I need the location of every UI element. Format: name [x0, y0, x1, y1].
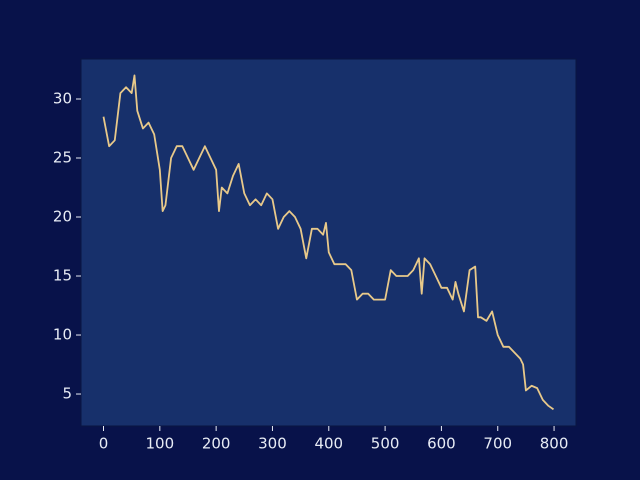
x-tick-label: 400: [314, 435, 343, 453]
y-tick-label: 30: [53, 90, 72, 108]
x-tick-label: 700: [483, 435, 512, 453]
x-tick-label: 800: [540, 435, 569, 453]
y-tick-label: 20: [53, 208, 72, 226]
y-tick-label: 15: [53, 267, 72, 285]
x-tick-label: 0: [99, 435, 109, 453]
y-tick-label: 5: [62, 385, 72, 403]
x-tick-label: 300: [258, 435, 287, 453]
y-tick-label: 10: [53, 326, 72, 344]
x-tick-label: 200: [202, 435, 231, 453]
x-tick-label: 100: [146, 435, 175, 453]
x-tick-label: 600: [427, 435, 456, 453]
x-tick-label: 500: [371, 435, 400, 453]
line: [102, 74, 555, 411]
y-tick-label: 25: [53, 149, 72, 167]
